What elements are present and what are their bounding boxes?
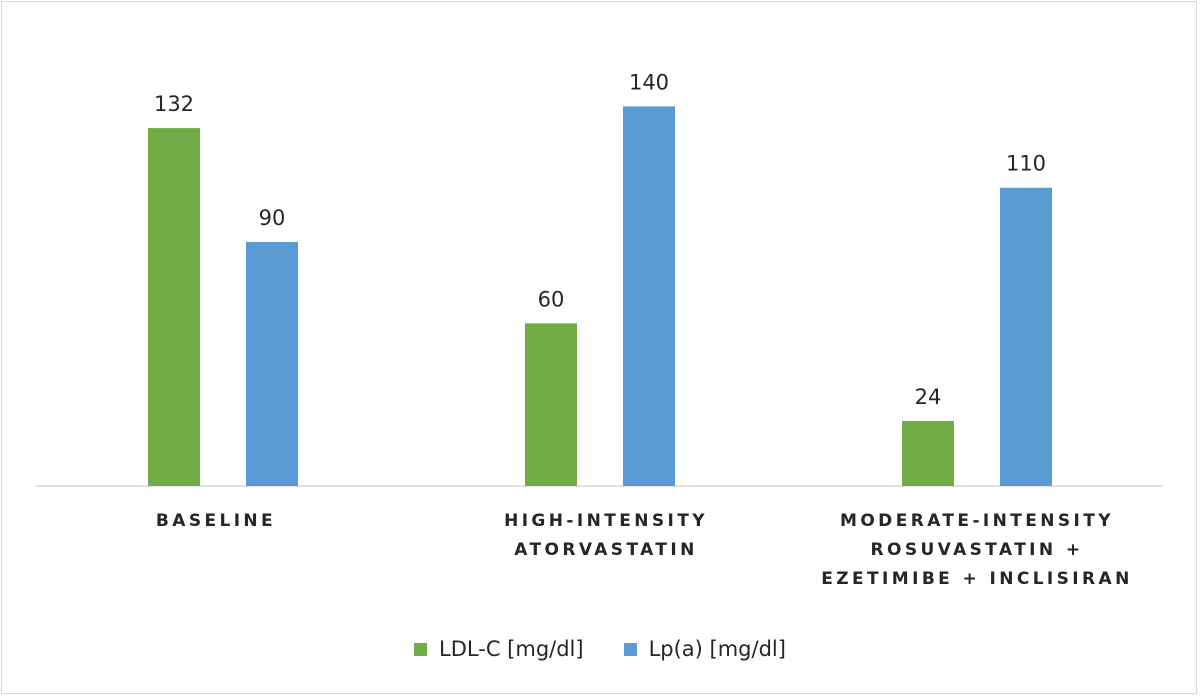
data-label-ldl-c-baseline: 132 xyxy=(154,92,194,116)
data-labels-group: 132 60 24 90 140 110 xyxy=(154,70,1046,409)
bar-ldl-c-high-intensity-atorvastatin xyxy=(525,323,577,486)
legend-item-ldl-c: LDL-C [mg/dl] xyxy=(414,637,584,661)
legend-label-ldl-c: LDL-C [mg/dl] xyxy=(439,637,584,661)
data-label-ldl-c-high-intensity-atorvastatin: 60 xyxy=(538,287,565,311)
bar-lpa-baseline xyxy=(246,241,298,486)
bar-ldl-c-baseline xyxy=(148,128,200,487)
legend-swatch-ldl-c xyxy=(414,642,428,656)
data-label-lpa-baseline: 90 xyxy=(259,206,286,230)
category-label-baseline: BASELINE xyxy=(155,511,277,531)
bar-lpa-high-intensity-atorvastatin xyxy=(623,106,675,486)
bar-ldl-c-moderate-intensity-combination xyxy=(902,420,954,486)
legend-label-lpa: Lp(a) [mg/dl] xyxy=(648,637,786,661)
bar-lpa-moderate-intensity-combination xyxy=(1000,187,1052,486)
data-label-lpa-moderate-intensity-combination: 110 xyxy=(1006,152,1046,176)
data-label-ldl-c-moderate-intensity-combination: 24 xyxy=(915,385,942,409)
legend: LDL-C [mg/dl] Lp(a) [mg/dl] xyxy=(0,634,1200,664)
category-label-moderate-intensity-combination: MODERATE-INTENSITY ROSUVASTATIN + EZETIM… xyxy=(821,511,1133,589)
legend-swatch-lpa xyxy=(623,642,637,656)
data-label-lpa-high-intensity-atorvastatin: 140 xyxy=(629,70,669,94)
legend-item-lpa: Lp(a) [mg/dl] xyxy=(623,637,786,661)
bars-group xyxy=(148,106,1052,487)
category-label-high-intensity-atorvastatin: HIGH-INTENSITY ATORVASTATIN xyxy=(504,511,708,560)
